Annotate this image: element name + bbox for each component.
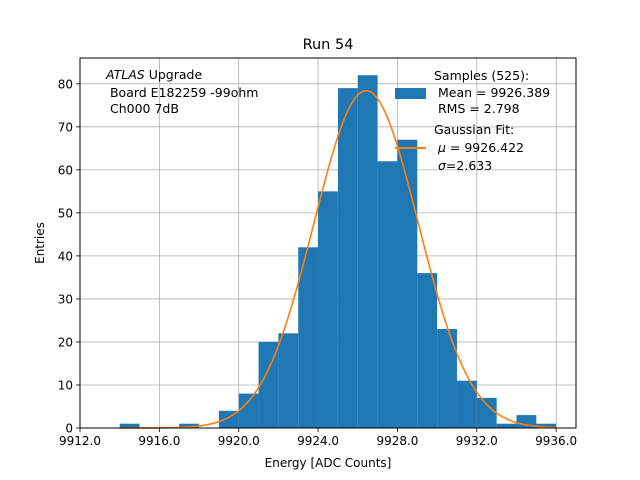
histogram-bar (258, 341, 279, 428)
histogram-bar (516, 415, 537, 428)
plot-frame (79, 57, 577, 429)
legend-fit-title: Gaussian Fit: (434, 122, 514, 137)
legend-fit-sigma: σ=2.633 (434, 158, 492, 173)
y-tick-label: 50 (58, 206, 73, 220)
y-tick-label: 40 (58, 249, 73, 263)
x-tick-label: 9928.0 (376, 434, 418, 448)
legend-fit-mu: μ = 9926.422 (434, 140, 524, 155)
histogram-bar (179, 423, 200, 428)
histogram-bar (536, 423, 557, 428)
histogram-bar (357, 75, 378, 429)
x-tick-label: 9912.0 (59, 434, 101, 448)
sigma-value: =2.633 (446, 158, 492, 173)
histogram-bar (476, 397, 497, 428)
x-tick-label: 9936.0 (535, 434, 577, 448)
histogram-bar (298, 247, 319, 428)
chart-title: Run 54 (303, 37, 354, 53)
histogram-bar (456, 380, 477, 428)
x-tick-label: 9920.0 (218, 434, 260, 448)
x-tick-label: 9916.0 (138, 434, 180, 448)
y-axis-ticks: 0 10 20 30 40 50 60 70 80 (58, 77, 80, 436)
y-tick-label: 10 (58, 378, 73, 392)
y-tick-label: 70 (58, 120, 73, 134)
board-label: Board E182259 -99ohm (106, 85, 258, 100)
x-tick-label: 9924.0 (297, 434, 339, 448)
y-tick-label: 80 (58, 77, 73, 91)
channel-label: Ch000 7dB (106, 101, 179, 116)
histogram-bar (437, 329, 457, 428)
x-axis-ticks: 9912.0 9916.0 9920.0 9924.0 9928.0 9932.0 9936… (59, 428, 577, 448)
atlas-label: ATLAS (105, 67, 145, 82)
fit-curve-line (119, 89, 557, 429)
legend-samples-rms: RMS = 2.798 (434, 101, 520, 116)
sigma-symbol: σ (438, 158, 447, 173)
legend: Samples (525): Mean = 9926.389 RMS = 2.7… (395, 68, 550, 173)
y-tick-label: 20 (58, 335, 73, 349)
legend-samples-mean: Mean = 9926.389 (434, 85, 550, 100)
mu-value: = 9926.422 (446, 140, 524, 155)
mu-symbol: μ (437, 140, 446, 155)
histogram-bar (119, 423, 140, 428)
x-tick-label: 9932.0 (456, 434, 498, 448)
legend-samples-swatch (395, 88, 426, 99)
histogram-bar (417, 273, 438, 428)
histogram-bar (278, 333, 299, 428)
x-axis-label: Energy [ADC Counts] (265, 456, 392, 470)
gaussian-fit-curve (119, 89, 557, 429)
histogram-bar (337, 88, 358, 429)
histogram-bar (238, 393, 259, 428)
y-tick-label: 60 (58, 163, 73, 177)
histogram-bars (119, 75, 557, 429)
histogram-bar (397, 139, 418, 428)
histogram-bar (496, 423, 517, 428)
atlas-upgrade-label: ATLAS Upgrade (105, 67, 202, 82)
legend-samples-title: Samples (525): (434, 68, 529, 83)
upgrade-label: Upgrade (145, 67, 203, 82)
y-tick-label: 30 (58, 292, 73, 306)
y-tick-label: 0 (65, 422, 73, 436)
y-axis-label: Entries (33, 222, 47, 264)
histogram-bar (318, 191, 338, 428)
info-annotation: ATLAS Upgrade Board E182259 -99ohm Ch000… (105, 67, 258, 116)
histogram-bar (377, 161, 398, 429)
